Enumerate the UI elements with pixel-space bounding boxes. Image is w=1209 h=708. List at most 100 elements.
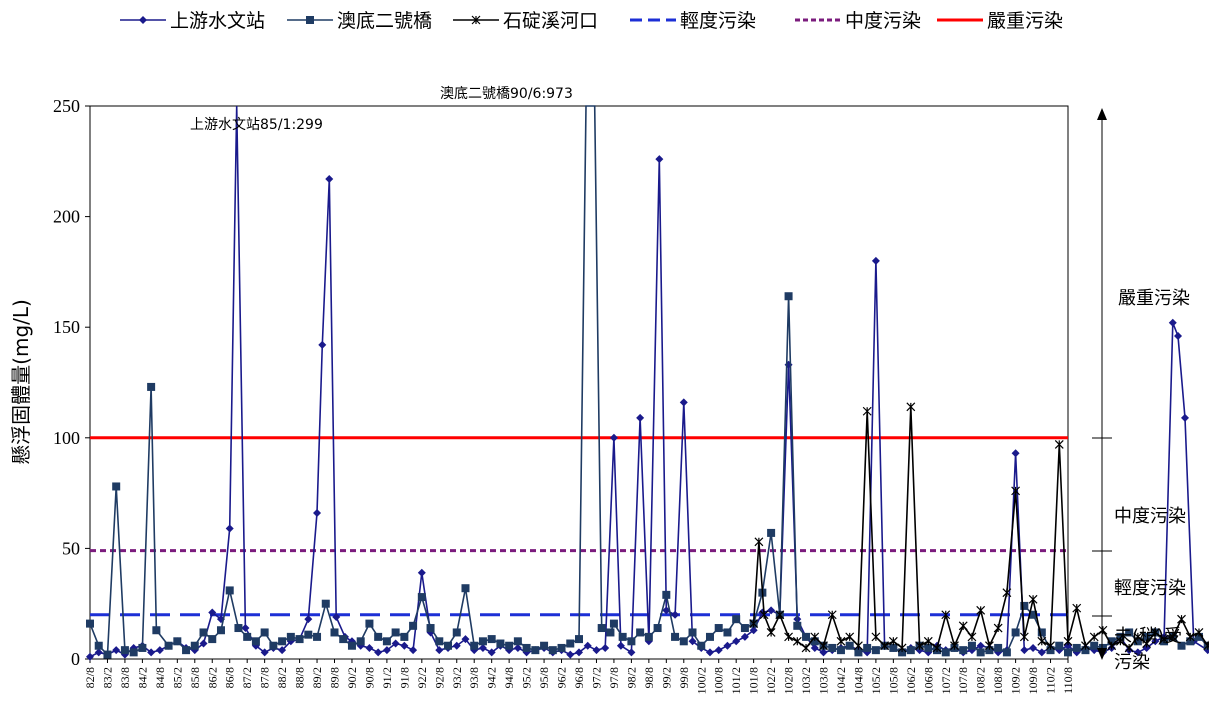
- data-point: [147, 648, 156, 657]
- data-point: [548, 646, 557, 655]
- data-point: [1115, 636, 1125, 646]
- data-point: [636, 413, 645, 422]
- data-point: [278, 646, 287, 655]
- data-point: [325, 174, 334, 183]
- data-point: [295, 635, 304, 644]
- y-tick-label: 100: [53, 428, 80, 448]
- data-point: [147, 382, 156, 391]
- y-tick-label: 50: [62, 538, 80, 558]
- data-point: [714, 646, 723, 655]
- data-point: [810, 643, 819, 652]
- data-point: [1203, 641, 1209, 650]
- legend-label: 上游水文站: [170, 10, 265, 32]
- data-point: [819, 648, 828, 657]
- data-point: [1002, 588, 1012, 598]
- data-point: [958, 621, 968, 631]
- data-point: [1194, 632, 1203, 641]
- data-point: [601, 643, 610, 652]
- data-point: [365, 643, 374, 652]
- x-tick-label: 83/8: [118, 667, 132, 688]
- data-point: [531, 646, 540, 655]
- band-scale-arrow-down: [1097, 648, 1107, 660]
- data-point: [810, 637, 819, 646]
- y-tick-label: 150: [53, 317, 80, 337]
- data-point: [417, 568, 426, 577]
- x-tick-label: 94/2: [485, 667, 499, 688]
- y-axis-label: 懸浮固體量(mg/L): [9, 299, 33, 465]
- x-tick-label: 108/8: [991, 667, 1005, 694]
- x-tick-label: 88/8: [293, 667, 307, 688]
- data-point: [759, 610, 769, 620]
- x-tick-label: 89/2: [310, 667, 324, 688]
- data-point: [898, 648, 907, 657]
- data-point: [1090, 641, 1099, 650]
- data-point: [225, 586, 234, 595]
- x-tick-label: 93/2: [450, 667, 464, 688]
- data-point: [513, 643, 522, 652]
- band-label-light: 輕度污染: [1114, 578, 1186, 599]
- data-point: [906, 402, 916, 412]
- data-point: [679, 637, 688, 646]
- data-point: [356, 637, 365, 646]
- data-point: [321, 599, 330, 608]
- data-point: [897, 643, 907, 653]
- data-point: [1116, 632, 1125, 641]
- data-point: [655, 155, 664, 164]
- data-point: [138, 643, 147, 652]
- data-point: [985, 646, 994, 655]
- data-point: [1019, 632, 1029, 642]
- data-point: [400, 641, 409, 650]
- y-tick-label: 250: [53, 96, 80, 116]
- data-point: [871, 632, 881, 642]
- x-tick-label: 103/8: [817, 667, 831, 694]
- data-point: [103, 650, 112, 659]
- data-point: [1133, 632, 1143, 642]
- data-point: [557, 643, 566, 652]
- data-point: [1125, 628, 1134, 637]
- data-point: [871, 256, 880, 265]
- data-point: [583, 641, 592, 650]
- data-point: [827, 610, 837, 620]
- data-point: [1133, 637, 1142, 646]
- data-point: [86, 652, 94, 661]
- data-point: [444, 641, 453, 650]
- data-point: [688, 637, 697, 646]
- data-point: [112, 482, 121, 491]
- data-point: [767, 606, 776, 615]
- x-tick-label: 101/2: [729, 667, 743, 694]
- data-point: [391, 628, 400, 637]
- legend-item-3: 輕度污染: [630, 10, 756, 32]
- data-point: [784, 292, 793, 301]
- data-point: [723, 628, 732, 637]
- data-point: [1150, 628, 1160, 637]
- data-point: [452, 628, 461, 637]
- data-point: [740, 632, 749, 641]
- data-point: [332, 612, 341, 621]
- data-point: [382, 646, 391, 655]
- data-point: [1002, 648, 1011, 657]
- legend-marker: [139, 16, 147, 24]
- x-tick-label: 98/2: [624, 667, 638, 688]
- data-point: [854, 648, 863, 657]
- data-point: [749, 626, 758, 635]
- legend-label: 石碇溪河口: [503, 10, 598, 32]
- data-point: [260, 648, 269, 657]
- annotation-upstream-peak: 上游水文站85/1:299: [190, 117, 323, 133]
- data-point: [269, 641, 278, 650]
- data-point: [679, 398, 688, 407]
- data-point: [382, 637, 391, 646]
- series-line-2: [752, 406, 1209, 650]
- data-point: [994, 643, 1003, 652]
- data-point: [740, 624, 749, 633]
- data-point: [1098, 643, 1107, 652]
- data-point: [1046, 641, 1055, 651]
- data-point: [417, 593, 426, 602]
- data-point: [234, 624, 243, 633]
- legend-item-4: 中度污染: [795, 10, 921, 32]
- pollution-band-scale: 嚴重污染 中度污染 輕度污染 未(稍)受 污染: [1092, 108, 1190, 673]
- data-point: [1168, 318, 1177, 327]
- data-point: [1029, 610, 1038, 619]
- data-point: [1177, 614, 1186, 624]
- x-tick-label: 92/8: [432, 667, 446, 688]
